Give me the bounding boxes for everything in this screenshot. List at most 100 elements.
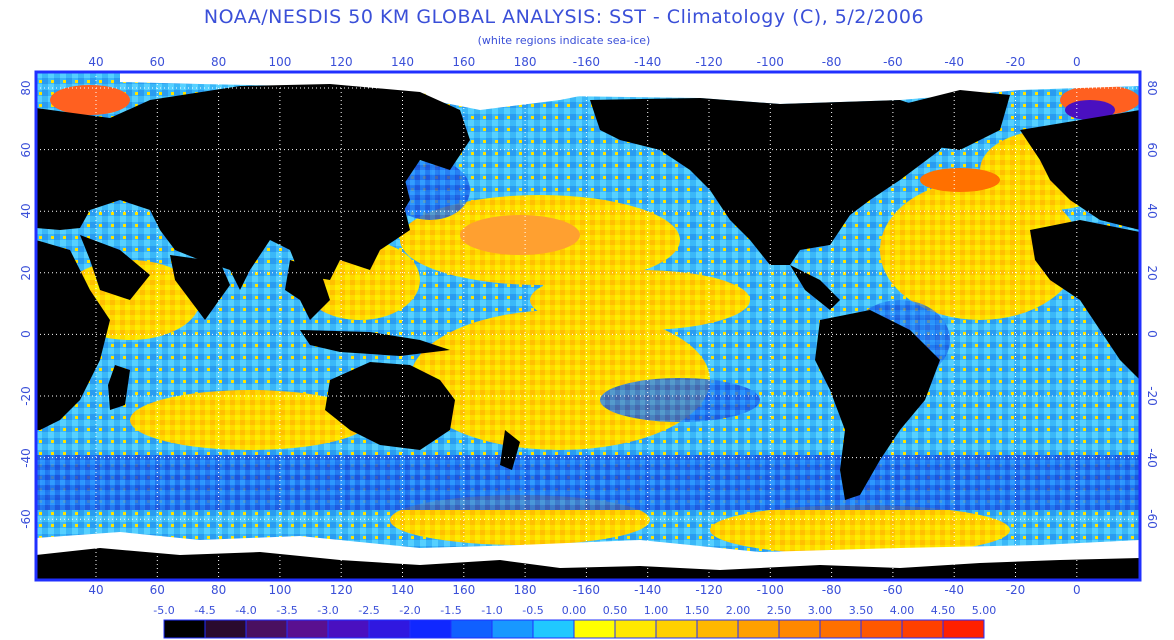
latitude-tick-label: 20	[1145, 265, 1159, 281]
colorbar-tick-label: 1.00	[643, 604, 669, 617]
colorbar-tick-label: -4.0	[235, 604, 257, 617]
colorbar-swatch	[860, 619, 903, 639]
colorbar-tick-label: -1.5	[440, 604, 462, 617]
map-title: NOAA/NESDIS 50 KM GLOBAL ANALYSIS: SST -…	[203, 6, 925, 28]
colorbar-tick-label: 3.50	[848, 604, 874, 617]
land-africa-west	[1030, 220, 1140, 380]
colorbar-swatch	[901, 619, 944, 639]
longitude-tick-label: -40	[944, 583, 964, 597]
latitude-tick-label: -20	[1145, 386, 1159, 406]
land-india	[170, 255, 230, 320]
land-indonesia	[300, 330, 450, 356]
colorbar-tick-label: 5.00	[971, 604, 997, 617]
latitude-tick-label: 40	[19, 203, 33, 219]
land-africa-east	[36, 240, 110, 430]
land-new-zealand	[500, 430, 520, 470]
latitude-tick-label: -20	[19, 386, 33, 406]
longitude-tick-label: -140	[634, 55, 662, 69]
longitude-tick-label: 0	[1072, 583, 1081, 597]
colorbar-swatch	[614, 619, 657, 639]
latitude-tick-label: 40	[1145, 203, 1159, 219]
latitude-tick-label: -40	[19, 447, 33, 468]
longitude-tick-label: -40	[944, 55, 964, 69]
longitude-tick-label: -120	[695, 583, 723, 597]
colorbar-tick-label: 0.00	[561, 604, 587, 617]
longitude-tick-label: 140	[391, 583, 414, 597]
land-japan	[385, 180, 410, 225]
longitude-tick-label: 120	[329, 583, 353, 597]
colorbar-swatch	[368, 619, 411, 639]
colorbar-tick-label: -0.5	[522, 604, 544, 617]
longitude-tick-label: -100	[756, 583, 784, 597]
colorbar-tick-label: 4.50	[930, 604, 956, 617]
colorbar-tick-label: -3.5	[276, 604, 298, 617]
land-australia	[325, 362, 455, 450]
colorbar-tick-label: 3.00	[807, 604, 833, 617]
colorbar-swatch	[245, 619, 288, 639]
colorbar-swatch	[450, 619, 493, 639]
longitude-tick-label: -20	[1005, 55, 1026, 69]
longitude-tick-label: -80	[821, 583, 842, 597]
cold-anomaly-regions	[36, 100, 1140, 510]
colorbar-tick-label: -3.0	[317, 604, 339, 617]
colorbar-swatch	[942, 619, 985, 639]
colorbar-tick-label: 2.50	[766, 604, 792, 617]
longitude-tick-label: 100	[268, 583, 292, 597]
land-antarctica	[36, 548, 1140, 580]
longitude-tick-label: 120	[329, 55, 353, 69]
colorbar-swatch	[327, 619, 370, 639]
map-area	[36, 72, 1140, 580]
colorbar-swatch	[819, 619, 862, 639]
land-south-america	[815, 310, 940, 500]
longitude-tick-label: -80	[821, 55, 842, 69]
latitude-tick-label: 0	[1145, 330, 1159, 339]
latitude-tick-label: 20	[19, 265, 33, 281]
longitude-tick-label: -140	[634, 583, 662, 597]
longitude-tick-label: 160	[452, 583, 476, 597]
colorbar-swatch	[491, 619, 534, 639]
colorbar-swatch	[737, 619, 780, 639]
colorbar-swatch	[696, 619, 739, 639]
colorbar-swatch	[286, 619, 329, 639]
latitude-tick-label: 80	[19, 80, 33, 96]
longitude-tick-label: 160	[452, 55, 476, 69]
longitude-tick-label: -120	[695, 55, 723, 69]
longitude-tick-label: 60	[149, 55, 165, 69]
colorbar	[163, 619, 985, 639]
map-subtitle: (white regions indicate sea-ice)	[477, 34, 651, 47]
longitude-tick-label: 0	[1072, 55, 1081, 69]
longitude-tick-label: 60	[149, 583, 165, 597]
colorbar-tick-label: 2.00	[725, 604, 751, 617]
longitude-tick-label: 180	[513, 583, 537, 597]
colorbar-tick-label: -2.0	[399, 604, 421, 617]
map-frame	[34, 70, 1142, 582]
longitude-tick-label: -160	[572, 583, 601, 597]
longitude-tick-label: 40	[88, 55, 104, 69]
longitude-tick-label: -20	[1005, 583, 1026, 597]
colorbar-tick-label: -1.0	[481, 604, 503, 617]
colorbar-swatch	[532, 619, 575, 639]
colorbar-swatch	[655, 619, 698, 639]
land-madagascar	[108, 365, 130, 410]
longitude-tick-label: 180	[513, 55, 537, 69]
land-greenland	[880, 90, 1010, 150]
latitude-tick-label: 60	[19, 141, 33, 158]
land-eurasia	[36, 84, 470, 290]
colorbar-tick-label: 1.50	[684, 604, 710, 617]
longitude-tick-label: 40	[88, 583, 104, 597]
colorbar-tick-label: -2.5	[358, 604, 380, 617]
colorbar-swatch	[573, 619, 616, 639]
longitude-tick-label: 80	[210, 55, 227, 69]
colorbar-swatch	[409, 619, 452, 639]
land-europe-west	[1020, 110, 1140, 230]
longitude-tick-label: 80	[210, 583, 227, 597]
latitude-tick-label: -60	[1145, 509, 1159, 529]
longitude-tick-label: -60	[883, 583, 903, 597]
land-masses	[36, 84, 1140, 580]
latitude-tick-label: 60	[1145, 141, 1159, 158]
graticule	[36, 72, 1140, 580]
longitude-tick-label: -160	[572, 55, 601, 69]
colorbar-swatch	[204, 619, 247, 639]
land-central-america	[790, 265, 840, 310]
land-north-america	[590, 98, 960, 265]
